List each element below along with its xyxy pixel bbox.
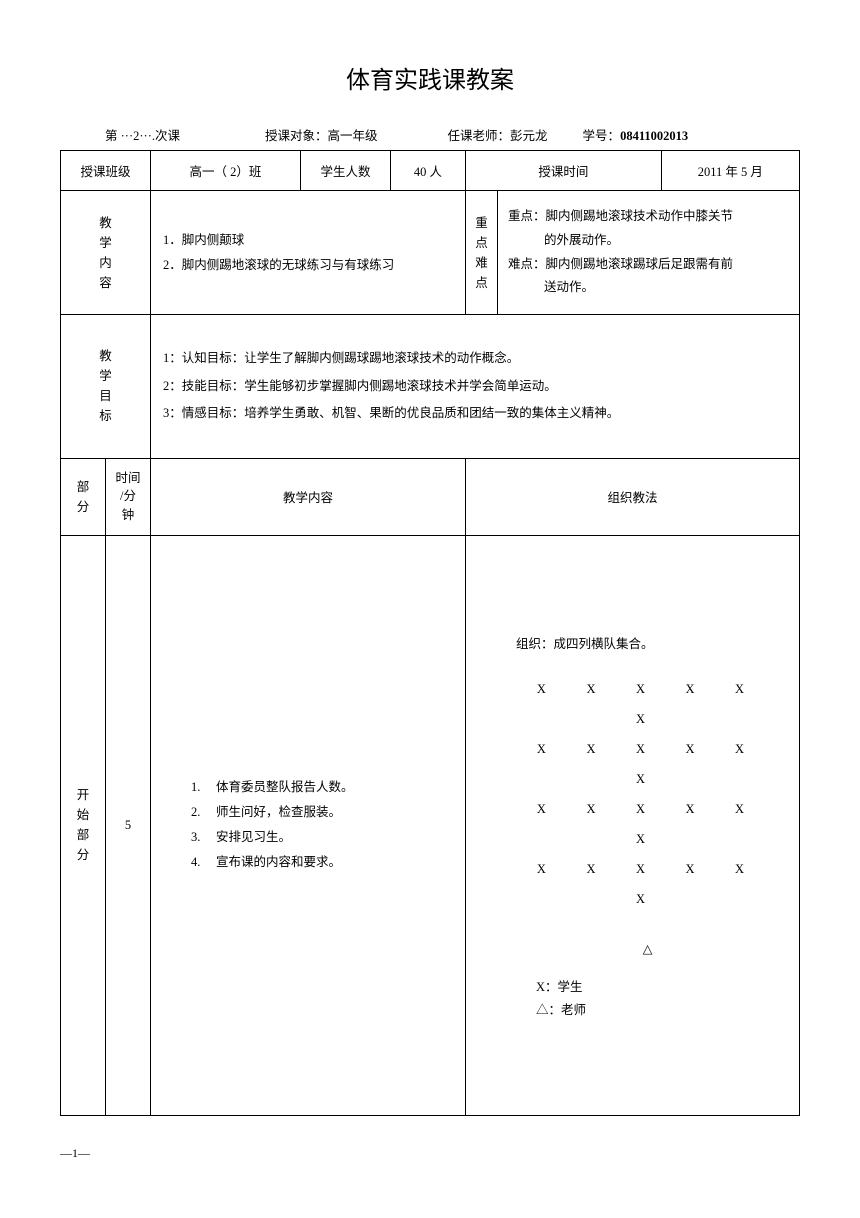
teaching-content-label: 教 学 内 容 <box>61 191 151 315</box>
teacher: 任课老师：彭元龙 <box>448 125 548 144</box>
formation-row: X X X X X X <box>516 734 779 794</box>
section-header-row: 部 分 时间 /分 钟 教学内容 组织教法 <box>61 458 800 535</box>
class-label: 授课班级 <box>61 151 151 191</box>
teacher-symbol: △ <box>516 934 779 964</box>
method-header: 组织教法 <box>466 458 800 535</box>
student-id: 学号：08411002013 <box>583 125 689 144</box>
formation-row: X X X X X X <box>516 854 779 914</box>
goals-label: 教 学 目 标 <box>61 315 151 459</box>
formation-row: X X X X X X <box>516 794 779 854</box>
audience: 授课对象：高一年级 <box>265 125 378 144</box>
focus-label: 重 点 难 点 <box>466 191 498 315</box>
lesson-number: 第 ···2···.次课 <box>105 125 180 144</box>
content-focus-row: 教 学 内 容 1．脚内侧颠球 2．脚内侧踢地滚球的无球练习与有球练习 重 点 … <box>61 191 800 315</box>
lesson-plan-table: 授课班级 高一（ 2）班 学生人数 40 人 授课时间 2011 年 5 月 教… <box>60 150 800 1116</box>
start-activities: 1. 体育委员整队报告人数。 2. 师生问好，检查服装。 3. 安排见习生。 4… <box>151 535 466 1115</box>
start-organization: 组织：成四列横队集合。 X X X X X X X X X X X X X X … <box>466 535 800 1115</box>
page-title: 体育实践课教案 <box>60 60 800 95</box>
time-header: 时间 /分 钟 <box>106 458 151 535</box>
goals-content: 1：认知目标：让学生了解脚内侧踢球踢地滚球技术的动作概念。 2：技能目标：学生能… <box>151 315 800 459</box>
start-label: 开 始 部 分 <box>61 535 106 1115</box>
teaching-content: 1．脚内侧颠球 2．脚内侧踢地滚球的无球练习与有球练习 <box>151 191 466 315</box>
header-info: 第 ···2···.次课 授课对象：高一年级 任课老师：彭元龙 学号：08411… <box>60 125 800 144</box>
class-value: 高一（ 2）班 <box>151 151 301 191</box>
legend-student: X：学生 <box>536 976 779 999</box>
time-label: 授课时间 <box>466 151 662 191</box>
legend-teacher: △：老师 <box>536 999 779 1022</box>
count-label: 学生人数 <box>301 151 391 191</box>
goals-row: 教 学 目 标 1：认知目标：让学生了解脚内侧踢球踢地滚球技术的动作概念。 2：… <box>61 315 800 459</box>
formation-row: X X X X X X <box>516 674 779 734</box>
focus-content: 重点：脚内侧踢地滚球技术动作中膝关节 的外展动作。 难点：脚内侧踢地滚球踢球后足… <box>498 191 800 315</box>
class-info-row: 授课班级 高一（ 2）班 学生人数 40 人 授课时间 2011 年 5 月 <box>61 151 800 191</box>
page-number: —1— <box>60 1146 800 1161</box>
content-header: 教学内容 <box>151 458 466 535</box>
part-header: 部 分 <box>61 458 106 535</box>
start-minutes: 5 <box>106 535 151 1115</box>
start-section-row: 开 始 部 分 5 1. 体育委员整队报告人数。 2. 师生问好，检查服装。 3… <box>61 535 800 1115</box>
org-title: 组织：成四列横队集合。 <box>516 629 779 659</box>
count-value: 40 人 <box>391 151 466 191</box>
time-value: 2011 年 5 月 <box>661 151 799 191</box>
